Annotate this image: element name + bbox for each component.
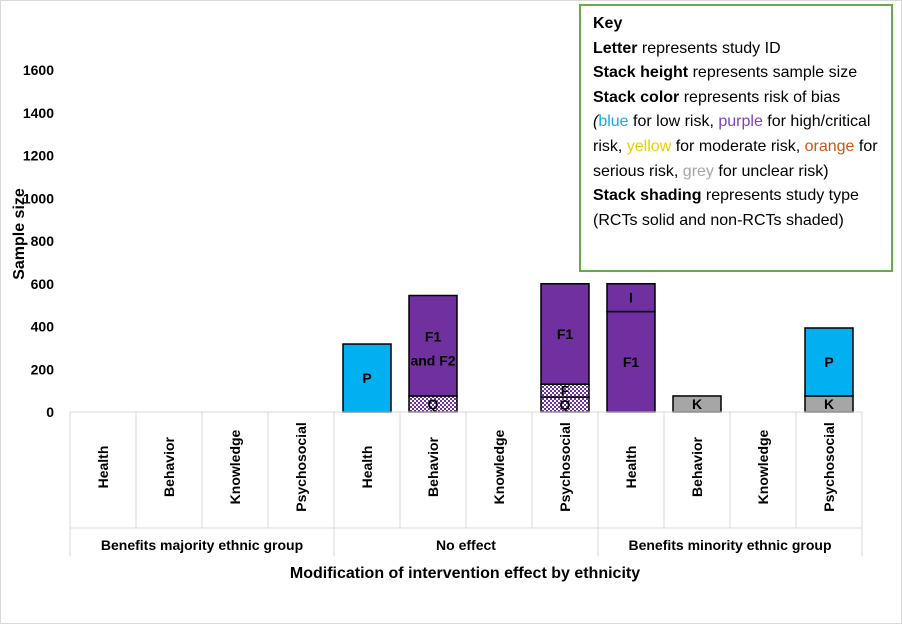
key-paren: ( — [593, 113, 599, 131]
key-moderate-text: for moderate risk, — [671, 137, 805, 155]
bar-segment-label: K — [824, 396, 834, 412]
y-tick-label: 1600 — [23, 62, 54, 78]
legend-key-box: Key Letter represents study ID Stack hei… — [579, 4, 893, 272]
bar-segment — [408, 294, 458, 397]
key-letter-text: represents study ID — [637, 39, 781, 57]
key-letter-line: Letter represents study ID — [593, 37, 881, 62]
key-letter-label: Letter — [593, 39, 638, 57]
bar-segment-label: Q — [560, 397, 571, 413]
bar-segment-label: F1 — [623, 354, 640, 370]
y-tick-label: 1000 — [23, 190, 54, 206]
bar-segment-label: P — [824, 354, 833, 370]
key-height-line: Stack height represents sample size — [593, 61, 881, 86]
key-low-text: for low risk, — [628, 113, 719, 131]
x-category-label: Health — [95, 446, 111, 489]
y-tick-label: 1200 — [23, 148, 54, 164]
x-group-label: Benefits majority ethnic group — [101, 537, 303, 553]
x-category-label: Behavior — [425, 436, 441, 496]
key-height-label: Stack height — [593, 64, 689, 82]
y-tick-label: 800 — [31, 233, 55, 249]
x-axis-category-labels: Health Behavior Knowledge Psychosocial Healt… — [95, 422, 837, 512]
x-category-label: Psychosocial — [557, 422, 573, 512]
bar-segment — [606, 283, 656, 313]
key-grey-word: grey — [682, 162, 714, 180]
y-tick-label: 600 — [31, 276, 55, 292]
key-blue-word: blue — [598, 113, 629, 131]
key-serious-text: for serious risk, — [593, 137, 878, 180]
y-tick-label: 200 — [31, 361, 55, 377]
key-yellow-word: yellow — [626, 137, 672, 155]
key-title: Key — [593, 15, 623, 32]
x-category-label: Knowledge — [227, 429, 243, 504]
x-axis-structure — [69, 411, 863, 556]
key-purple-word: purple — [718, 113, 763, 131]
x-group-label: Benefits minority ethnic group — [628, 537, 831, 553]
bar-segment — [804, 327, 854, 397]
bar-segment-label: and F2 — [410, 353, 455, 369]
y-tick-label: 400 — [31, 319, 55, 335]
key-orange-word: orange — [804, 137, 855, 155]
key-color-label: Stack color — [593, 88, 680, 106]
x-category-label: Psychosocial — [821, 422, 837, 512]
y-axis-ticks: 0 200 400 600 800 1000 1200 1400 1600 — [23, 62, 54, 420]
bar-segment-label: P — [362, 370, 371, 386]
y-tick-label: 1400 — [23, 105, 54, 121]
key-height-text: represents sample size — [688, 64, 858, 82]
bar-segment-label: Q — [428, 396, 439, 412]
bar-segment-label: K — [692, 396, 702, 412]
x-category-label: Behavior — [689, 436, 705, 496]
key-high-text: for high/critical risk, — [593, 113, 871, 155]
key-shading-block: Stack shading represents study type (RCT… — [593, 184, 881, 233]
x-group-label: No effect — [436, 537, 496, 553]
bar-segment-label: I — [629, 290, 633, 306]
x-axis-title: Modification of intervention effect by e… — [290, 565, 640, 582]
key-shading-label: Stack shading — [593, 187, 702, 205]
x-category-label: Psychosocial — [293, 422, 309, 512]
x-category-label: Health — [623, 446, 639, 489]
y-tick-label: 0 — [46, 404, 54, 420]
x-category-label: Health — [359, 446, 375, 489]
y-axis-title: Sample size — [11, 188, 28, 280]
key-unclear-text: for unclear risk) — [713, 162, 829, 180]
x-category-label: Knowledge — [755, 429, 771, 504]
bar-segment-label: F1 — [425, 329, 442, 345]
x-category-label: Knowledge — [491, 429, 507, 504]
bar-segment — [540, 283, 590, 385]
bar-segment-label: F1 — [557, 326, 574, 342]
bar-segment — [342, 343, 392, 413]
x-axis-group-labels: Benefits majority ethnic group No effect B… — [101, 537, 832, 553]
key-color-text: represents risk of bias — [679, 88, 841, 106]
key-shading-text: represents study type (RCTs solid and no… — [593, 187, 859, 229]
key-color-block: Stack color represents risk of bias (blue… — [593, 86, 881, 184]
x-category-label: Behavior — [161, 436, 177, 496]
bar-segment-label: F — [561, 383, 570, 399]
